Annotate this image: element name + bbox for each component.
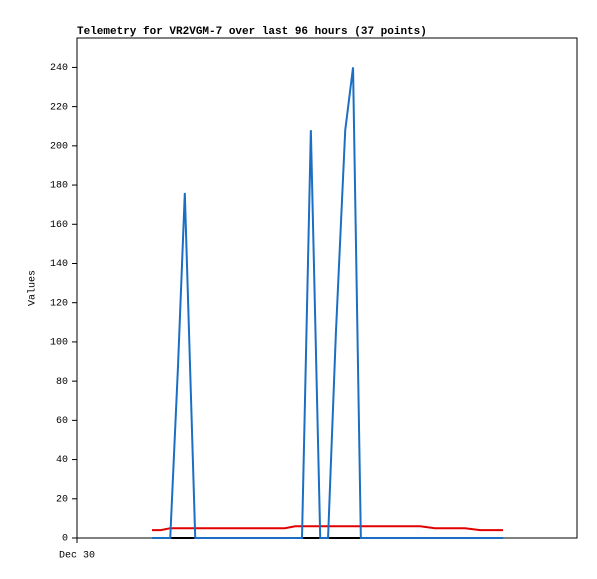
y-axis-label: Values — [27, 270, 39, 306]
chart-title: Telemetry for VR2VGM-7 over last 96 hour… — [77, 26, 427, 38]
series-line — [152, 67, 504, 539]
y-tick-label: 160 — [50, 220, 68, 231]
y-tick-label: 40 — [56, 455, 68, 466]
y-tick-label: 60 — [56, 416, 68, 427]
y-tick-label: 180 — [50, 181, 68, 192]
y-tick-label: 80 — [56, 377, 68, 388]
y-tick-label: 140 — [50, 259, 68, 270]
y-tick-label: 120 — [50, 298, 68, 309]
x-tick-label: Dec 30 — [59, 551, 95, 562]
y-tick-label: 100 — [50, 338, 68, 349]
y-tick-label: 240 — [50, 63, 68, 74]
y-tick-label: 220 — [50, 102, 68, 113]
y-tick-label: 0 — [62, 534, 68, 545]
y-tick-label: 200 — [50, 141, 68, 152]
y-tick-label: 20 — [56, 494, 68, 505]
